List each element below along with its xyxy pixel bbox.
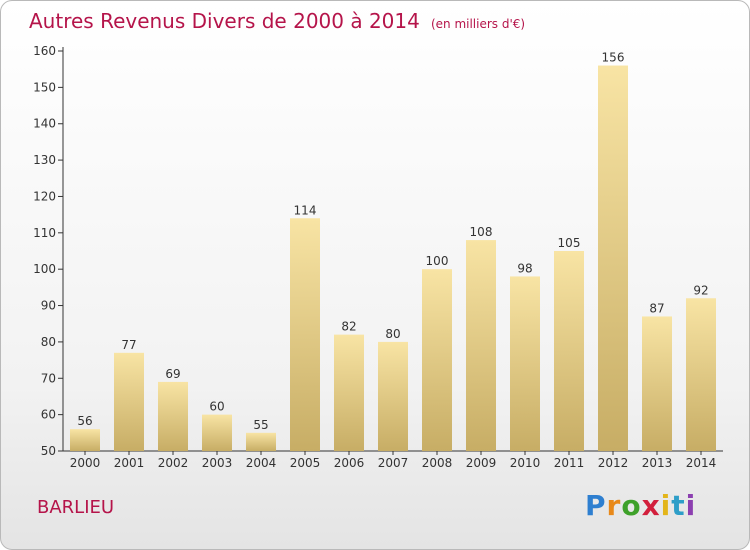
place-name: BARLIEU [37,497,115,518]
x-tick-label: 2008 [422,456,453,470]
data-label: 55 [253,418,268,432]
chart-title-main: Autres Revenus Divers de 2000 à 2014 [29,9,420,33]
data-label: 82 [341,320,356,334]
y-tick-label: 90 [41,299,56,313]
bar-chart: 50 60 70 80 90 100 110 120 130 140 150 160 2000 56 20… [33,44,723,470]
data-label: 98 [517,261,532,275]
logo-letter: i [685,489,697,522]
x-tick-label: 2003 [202,456,233,470]
data-label: 77 [121,338,136,352]
logo-letter: o [621,489,642,522]
data-label: 92 [693,283,708,297]
y-tick-label: 160 [33,44,56,58]
bar [686,298,716,451]
data-label: 56 [77,414,92,428]
x-tick-label: 2007 [378,456,409,470]
y-tick-label: 110 [33,226,56,240]
bar [290,218,320,451]
data-label: 69 [165,367,180,381]
logo-letter: P [585,489,607,522]
y-tick-label: 100 [33,262,56,276]
bar [422,269,452,451]
x-tick-label: 2001 [114,456,145,470]
bar [554,251,584,451]
y-tick-label: 80 [41,335,56,349]
bar [642,316,672,451]
data-label: 80 [385,327,400,341]
proxiti-logo: Proxiti [585,489,696,522]
x-tick-label: 2002 [158,456,189,470]
data-label: 156 [602,51,625,65]
bar [158,381,188,451]
bar [202,414,232,451]
bar [598,65,628,451]
chart-title: Autres Revenus Divers de 2000 à 2014 (en… [29,9,525,33]
data-label: 87 [649,301,664,315]
x-tick-label: 2006 [334,456,365,470]
x-tick-label: 2005 [290,456,321,470]
x-tick-label: 2010 [510,456,541,470]
bar [466,240,496,451]
bar [510,276,540,451]
x-tick-label: 2009 [466,456,497,470]
bar [246,432,276,451]
x-tick-label: 2012 [598,456,629,470]
data-label: 105 [558,236,581,250]
logo-letter: r [606,489,622,522]
logo-letter: x [641,489,661,522]
bar [378,341,408,451]
bar [334,334,364,451]
logo-letter: i [660,489,672,522]
x-tick-label: 2004 [246,456,277,470]
data-label: 108 [470,225,493,239]
y-tick-label: 50 [41,444,56,458]
x-tick-label: 2000 [70,456,101,470]
data-label: 114 [294,203,317,217]
chart-unit-note: (en milliers d'€) [430,17,526,31]
bar [70,429,100,451]
data-label: 60 [209,400,224,414]
logo-letter: t [671,489,686,522]
x-tick-label: 2011 [554,456,585,470]
y-tick-label: 70 [41,371,56,385]
data-label: 100 [426,254,449,268]
bar [114,352,144,451]
y-tick-label: 60 [41,408,56,422]
y-tick-label: 120 [33,189,56,203]
x-tick-label: 2013 [642,456,673,470]
y-tick-label: 130 [33,153,56,167]
x-tick-label: 2014 [686,456,717,470]
y-tick-label: 150 [33,80,56,94]
y-tick-label: 140 [33,117,56,131]
